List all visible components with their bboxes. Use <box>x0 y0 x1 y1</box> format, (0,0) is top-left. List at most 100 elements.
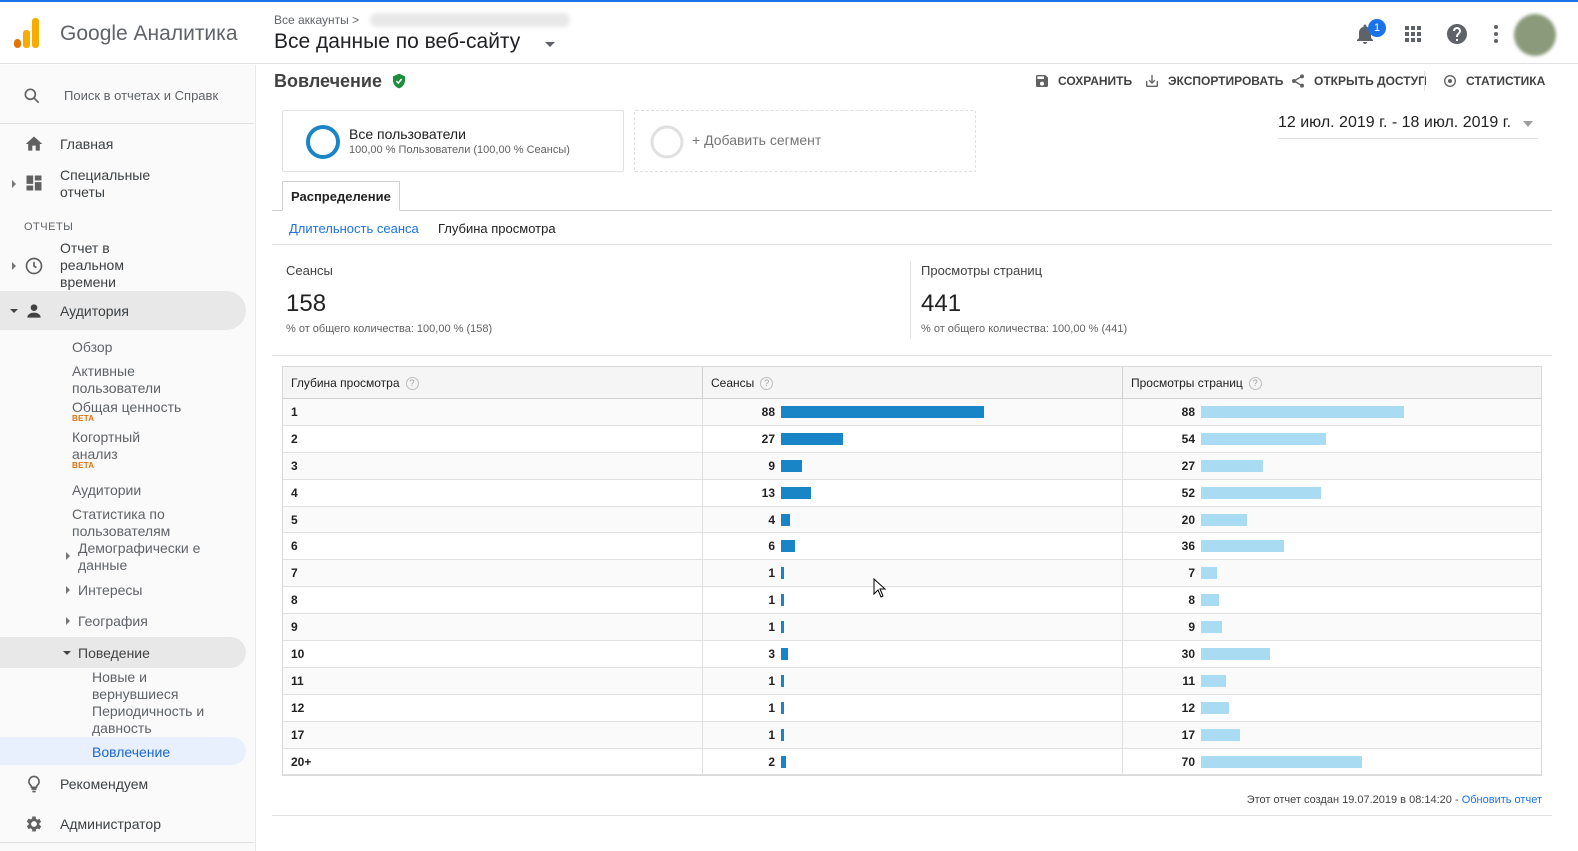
sessions-cell: 2 <box>768 754 775 769</box>
apps-grid-icon[interactable] <box>1401 22 1425 46</box>
sidebar-item-demographics[interactable]: Демографически е данные <box>78 540 201 573</box>
sidebar-item-lifetime-value[interactable]: Общая ценность <box>72 399 182 415</box>
sidebar-item-overview[interactable]: Обзор <box>72 339 113 355</box>
sidebar-item-audiences[interactable]: Аудитории <box>72 482 142 498</box>
pageviews-cell: 8 <box>1188 593 1195 608</box>
sessions-bar <box>781 701 784 714</box>
account-avatar[interactable] <box>1514 14 1556 56</box>
table-row: 10 3 30 <box>283 641 1541 668</box>
expand-arrow-icon[interactable] <box>12 180 16 188</box>
report-generated-text: Этот отчет создан 19.07.2019 в 08:14:20 … <box>1246 794 1462 806</box>
sidebar-item-recommended[interactable]: Рекомендуем <box>60 776 149 792</box>
pageviews-bar <box>1201 674 1227 687</box>
collapse-arrow-icon[interactable] <box>63 651 71 655</box>
column-divider <box>1122 425 1123 452</box>
column-divider <box>702 667 703 694</box>
sidebar-item-realtime[interactable]: Отчет в реальном времени <box>60 240 124 290</box>
column-header-sessions[interactable]: Сеансы? <box>702 367 774 399</box>
subtab-session-duration[interactable]: Длительность сеанса <box>289 221 419 236</box>
sidebar-item-interests[interactable]: Интересы <box>78 582 143 598</box>
column-divider <box>702 721 703 748</box>
pageviews-bar <box>1201 486 1321 499</box>
expand-arrow-icon[interactable] <box>66 617 70 625</box>
help-icon[interactable]: ? <box>1248 377 1262 391</box>
table-row: 4 13 52 <box>283 479 1541 507</box>
sidebar-active-behavior-bg <box>0 637 246 668</box>
sessions-bar <box>781 406 984 418</box>
sessions-summary-label: Сеансы <box>286 263 333 278</box>
expand-arrow-icon[interactable] <box>12 262 16 270</box>
pageviews-bar <box>1201 540 1285 553</box>
help-icon[interactable]: ? <box>760 377 774 391</box>
subtab-page-depth[interactable]: Глубина просмотра <box>438 221 556 236</box>
export-label: ЭКСПОРТИРОВАТЬ <box>1168 74 1284 88</box>
sidebar-item-audience[interactable]: Аудитория <box>60 303 129 319</box>
analytics-logo-icon[interactable] <box>14 18 42 48</box>
tab-distribution[interactable]: Распределение <box>282 181 400 211</box>
pageviews-cell: 17 <box>1181 727 1195 742</box>
account-breadcrumb[interactable]: Все аккаунты > <box>274 13 360 27</box>
table-row: 9 1 9 <box>283 614 1541 642</box>
sidebar-item-geo[interactable]: География <box>78 613 148 629</box>
date-range-picker[interactable]: 12 июл. 2019 г. - 18 июл. 2019 г. <box>1278 114 1538 139</box>
dashboard-icon <box>26 175 42 191</box>
home-icon <box>25 136 43 151</box>
sessions-cell: 27 <box>761 431 775 446</box>
pageviews-cell: 7 <box>1188 566 1195 581</box>
sidebar-search-input[interactable]: Поиск в отчетах и Справк <box>64 88 219 103</box>
expand-arrow-icon[interactable] <box>66 552 70 560</box>
column-divider <box>1122 641 1123 667</box>
sessions-bar <box>781 486 811 499</box>
sidebar-item-new-vs-returning[interactable]: Новые и вернувшиеся <box>92 669 179 702</box>
expand-arrow-icon[interactable] <box>66 586 70 594</box>
search-icon[interactable] <box>22 86 42 106</box>
column-divider <box>1122 506 1123 533</box>
help-icon[interactable] <box>1445 22 1469 46</box>
table-row: 11 1 11 <box>283 667 1541 695</box>
view-selector[interactable]: Все данные по веб-сайту <box>274 30 521 53</box>
depth-cell: 11 <box>291 673 304 688</box>
pageviews-bar <box>1201 648 1271 661</box>
pageviews-cell: 54 <box>1181 431 1195 446</box>
column-divider <box>702 479 703 506</box>
sessions-cell: 88 <box>761 405 775 419</box>
more-vert-icon[interactable] <box>1484 22 1508 46</box>
share-button[interactable]: ОТКРЫТЬ ДОСТУП <box>1290 73 1427 89</box>
collapse-arrow-icon[interactable] <box>10 309 18 313</box>
sidebar-item-custom-reports[interactable]: Специальные отчеты <box>60 167 151 200</box>
sidebar-item-engagement[interactable]: Вовлечение <box>92 744 171 760</box>
column-divider <box>1122 614 1123 641</box>
column-header-label: Сеансы <box>711 376 755 390</box>
tab-underline <box>272 210 1552 211</box>
sidebar-item-admin[interactable]: Администратор <box>60 816 162 832</box>
sidebar-item-active-users[interactable]: Активные пользователи <box>72 363 161 396</box>
export-button[interactable]: ЭКСПОРТИРОВАТЬ <box>1144 73 1283 89</box>
segment-all-users[interactable]: Все пользователи 100,00 % Пользователи (… <box>282 110 624 172</box>
sidebar-item-cohort[interactable]: Когортный анализ <box>72 429 141 462</box>
sessions-cell: 13 <box>761 485 775 500</box>
date-dropdown-icon[interactable] <box>1523 121 1533 127</box>
pageviews-cell: 30 <box>1181 647 1195 662</box>
insights-button[interactable]: СТАТИСТИКА <box>1442 73 1545 89</box>
sidebar-item-frequency[interactable]: Периодичность и давность <box>92 703 205 736</box>
sessions-cell: 1 <box>768 727 775 742</box>
column-divider <box>702 614 703 641</box>
app-name[interactable]: Google Аналитика <box>60 22 238 45</box>
sidebar-item-behavior[interactable]: Поведение <box>78 645 150 661</box>
depth-cell: 12 <box>291 700 305 715</box>
sessions-cell: 1 <box>768 593 775 608</box>
save-button[interactable]: СОХРАНИТЬ <box>1034 73 1132 89</box>
sidebar-item-user-explorer[interactable]: Статистика по пользователям <box>72 506 171 539</box>
clock-icon <box>25 257 43 275</box>
refresh-report-link[interactable]: Обновить отчет <box>1461 794 1542 806</box>
sessions-cell: 1 <box>768 673 775 688</box>
insights-icon <box>1444 75 1456 87</box>
column-header-pageviews[interactable]: Просмотры страниц? <box>1122 367 1262 399</box>
column-divider <box>702 560 703 587</box>
column-header-depth[interactable]: Глубина просмотра? <box>283 367 419 399</box>
sidebar-item-home[interactable]: Главная <box>60 136 114 152</box>
view-dropdown-icon[interactable] <box>545 42 555 47</box>
sessions-cell: 3 <box>768 647 775 662</box>
help-icon[interactable]: ? <box>405 377 419 391</box>
add-segment-button[interactable]: + Добавить сегмент <box>634 110 976 172</box>
